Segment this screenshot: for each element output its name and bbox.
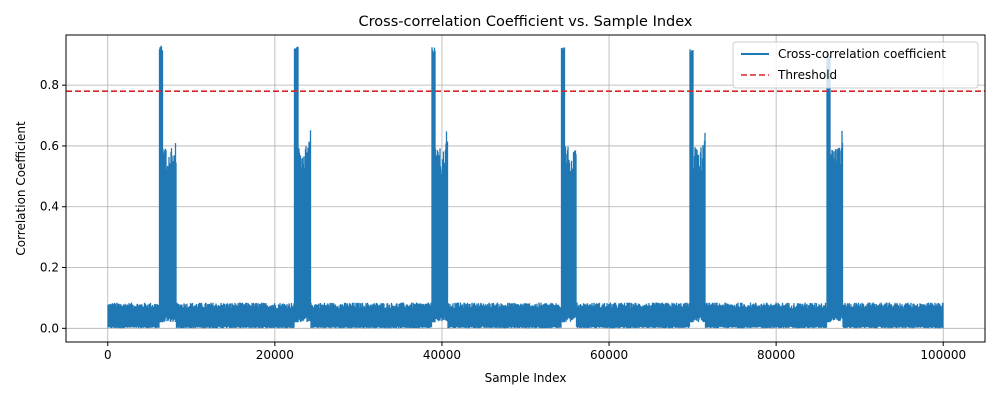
y-tick-label: 0.6 bbox=[40, 139, 59, 153]
legend-box bbox=[732, 41, 979, 89]
y-tick-label: 0.8 bbox=[40, 78, 59, 92]
chart-title: Cross-correlation Coefficient vs. Sample… bbox=[359, 14, 693, 30]
y-axis-label: Correlation Coefficient bbox=[14, 121, 28, 256]
y-tick-label: 0.4 bbox=[40, 200, 59, 214]
plot-area bbox=[66, 45, 985, 329]
x-tick-label: 0 bbox=[104, 348, 112, 362]
y-tick-label: 0.2 bbox=[40, 261, 59, 275]
x-tick-label: 60000 bbox=[590, 348, 628, 362]
y-tick-label: 0.0 bbox=[40, 321, 59, 335]
axes-frame bbox=[65, 34, 986, 343]
x-tick-label: 80000 bbox=[757, 348, 795, 362]
x-tick-label: 40000 bbox=[423, 348, 461, 362]
x-tick-label: 100000 bbox=[920, 348, 966, 362]
x-tick-label: 20000 bbox=[256, 348, 294, 362]
series-line-cross-correlation bbox=[107, 45, 944, 329]
ticks: 0 20000 40000 60000 80000 100000 0.0 0.2 0.4 0.6 0… bbox=[40, 78, 966, 362]
legend-label-cross-correlation: Cross-correlation coefficient bbox=[778, 47, 946, 61]
legend: Cross-correlation coefficient Threshold bbox=[732, 41, 979, 89]
x-axis-label: Sample Index bbox=[485, 371, 567, 385]
legend-label-threshold: Threshold bbox=[777, 68, 837, 82]
